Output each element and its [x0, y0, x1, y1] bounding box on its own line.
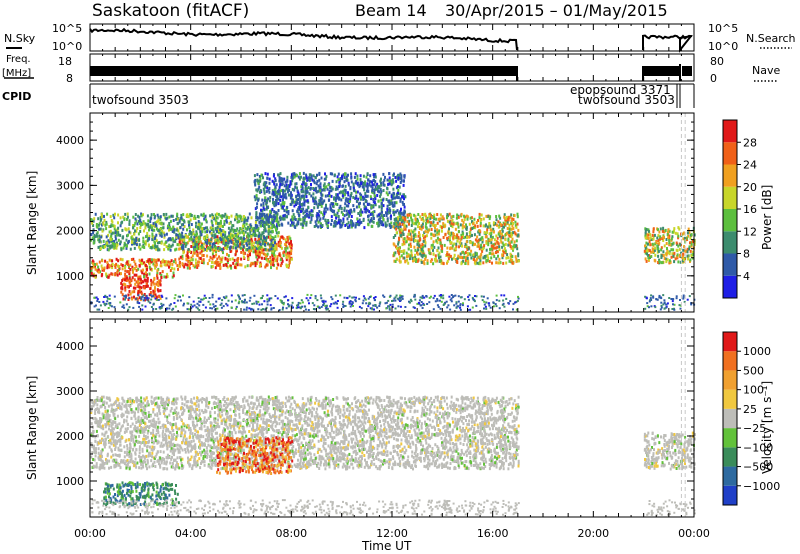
- power-scatter: [90, 113, 696, 312]
- x-tick-label: 16:00: [477, 527, 509, 540]
- x-tick-label: 00:00: [74, 527, 106, 540]
- power-colorbar-tick: 16: [743, 203, 757, 216]
- velocity-colorbar-tick: 100: [743, 384, 764, 397]
- velocity-colorbar-swatch: [723, 332, 737, 352]
- velocity-colorbar-swatch: [723, 389, 737, 409]
- velocity-colorbar-tick: −500: [743, 461, 773, 474]
- freq-band-1: [90, 66, 517, 76]
- freq-top-label: 18: [58, 55, 72, 68]
- velocity-colorbar-swatch: [723, 428, 737, 448]
- beam-title: Beam 14: [355, 1, 427, 20]
- velocity-ytick-label: 2000: [56, 430, 84, 443]
- x-tick-label: 00:00: [678, 527, 710, 540]
- date-title: 30/Apr/2015 – 01/May/2015: [445, 1, 668, 20]
- freq-label: Freq.: [6, 54, 31, 65]
- freq-band-3: [682, 66, 692, 76]
- cpid-mode-1: twofsound 3503: [92, 93, 189, 107]
- nsearch-bottom-label: 10^0: [708, 40, 738, 53]
- cpid-mode-2: epopsound 3371: [570, 83, 671, 97]
- velocity-colorbar-tick: 1000: [743, 345, 771, 358]
- power-panel: 1000 2000 3000 4000 Slant Range [km]: [25, 112, 696, 313]
- velocity-ylabel: Slant Range [km]: [25, 376, 39, 480]
- nsky-label: N.Sky: [4, 32, 36, 45]
- power-colorbar-swatch: [723, 186, 737, 209]
- x-tick-label: 04:00: [175, 527, 207, 540]
- nave-top-label: 80: [710, 55, 724, 68]
- velocity-ytick-label: 4000: [56, 340, 84, 353]
- velocity-colorbar: 1000 500 100 25 −25 −100 −500 −1000 Velocity [m…: [722, 331, 780, 506]
- x-tick-label: 08:00: [275, 527, 307, 540]
- power-colorbar-tick: 4: [743, 270, 750, 283]
- velocity-colorbar-swatch: [723, 370, 737, 390]
- station-title: Saskatoon (fitACF): [92, 1, 249, 21]
- velocity-colorbar-swatch: [723, 351, 737, 371]
- power-colorbar-tick: 8: [743, 248, 750, 261]
- x-axis-label: Time UT: [361, 539, 412, 553]
- freq-band-2: [643, 66, 679, 76]
- freq-strip: Freq. [MHz] 18 8 80 0 Nave: [2, 53, 780, 85]
- freq-unit: [MHz]: [2, 68, 31, 79]
- velocity-panel: 1000 2000 3000 4000 Slant Range [km]: [25, 318, 696, 518]
- velocity-ytick-label: 1000: [56, 475, 84, 488]
- power-colorbar-tick: 12: [743, 225, 757, 238]
- power-colorbar-swatch: [723, 142, 737, 165]
- power-colorbar-label: Power [dB]: [760, 185, 774, 250]
- power-colorbar-swatch: [723, 275, 737, 298]
- power-ytick-label: 2000: [56, 225, 84, 238]
- x-axis: 00:00 04:00 08:00 12:00 16:00 20:00 00:00 Time…: [74, 527, 710, 553]
- nsky-strip: N.Sky 10^5 10^0 10^5 10^0 N.Search: [4, 22, 796, 53]
- velocity-colorbar-swatch: [723, 408, 737, 429]
- power-ytick-label: 4000: [56, 134, 84, 147]
- power-colorbar: 4 8 12 16 20 24 28 Power [dB]: [722, 119, 774, 299]
- power-colorbar-tick: 20: [743, 181, 757, 194]
- cpid-strip: CPID twofsound 3503 epopsound 3371 twofs…: [2, 83, 695, 108]
- nsky-trace: [89, 27, 518, 51]
- velocity-scatter: [90, 319, 696, 517]
- velocity-ytick-label: 3000: [56, 385, 84, 398]
- nave-bottom-label: 0: [710, 72, 717, 85]
- power-colorbar-swatch: [723, 253, 737, 276]
- x-tick-label: 12:00: [376, 527, 408, 540]
- velocity-colorbar-tick: 500: [743, 364, 764, 377]
- cpid-mode-3: twofsound 3503: [578, 93, 675, 107]
- power-ytick-label: 1000: [56, 270, 84, 283]
- power-ylabel: Slant Range [km]: [25, 171, 39, 275]
- velocity-colorbar-label: Velocity [m s⁻¹]: [760, 381, 774, 474]
- power-ytick-label: 3000: [56, 179, 84, 192]
- velocity-colorbar-swatch: [723, 466, 737, 486]
- nsky-trace-late: [642, 34, 693, 53]
- velocity-colorbar-swatch: [723, 447, 737, 467]
- nsky-bottom-label: 10^0: [52, 40, 82, 53]
- power-colorbar-swatch: [723, 209, 737, 232]
- velocity-colorbar-tick: −25: [743, 422, 766, 435]
- power-colorbar-swatch: [723, 120, 737, 143]
- velocity-colorbar-swatch: [723, 485, 737, 505]
- nsky-top-label: 10^5: [52, 22, 82, 35]
- velocity-colorbar-tick: 25: [743, 403, 757, 416]
- power-colorbar-swatch: [723, 231, 737, 254]
- x-tick-label: 20:00: [577, 527, 609, 540]
- power-colorbar-tick: 24: [743, 159, 757, 172]
- nsearch-top-label: 10^5: [708, 22, 738, 35]
- freq-bottom-label: 8: [66, 72, 73, 85]
- power-colorbar-tick: 28: [743, 136, 757, 149]
- cpid-label: CPID: [2, 90, 31, 103]
- velocity-colorbar-tick: −100: [743, 441, 773, 454]
- power-frame: [89, 112, 695, 313]
- velocity-colorbar-tick: −1000: [743, 480, 780, 493]
- power-colorbar-swatch: [723, 164, 737, 187]
- nsearch-label: N.Search: [746, 32, 796, 45]
- nave-label: Nave: [752, 64, 780, 77]
